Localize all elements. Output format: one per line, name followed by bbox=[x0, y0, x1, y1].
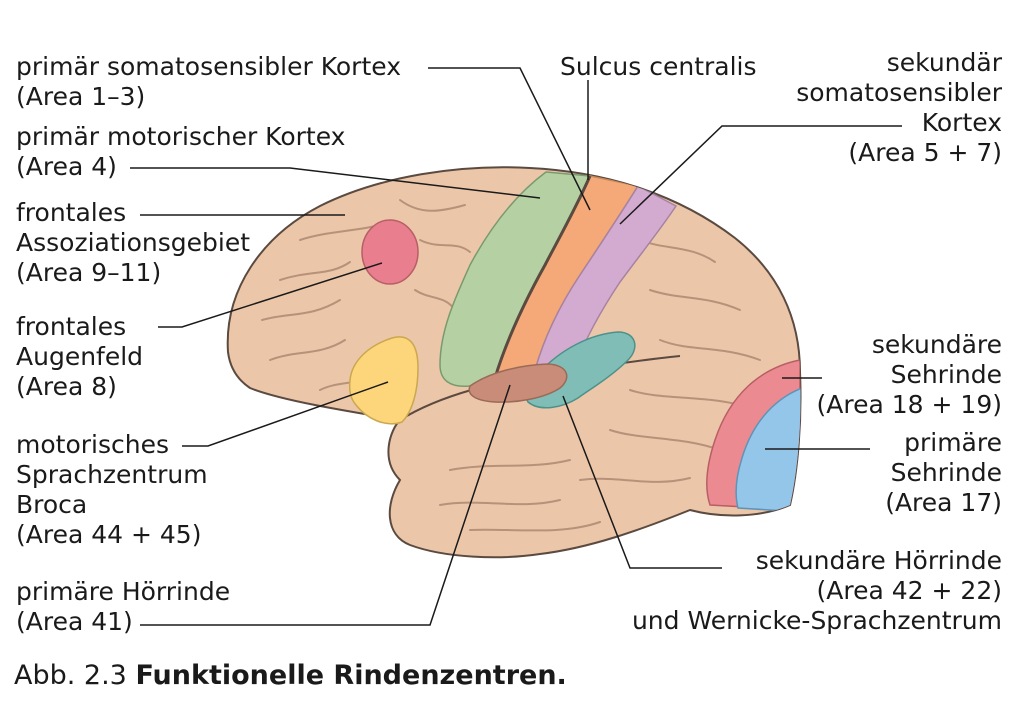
central-sulcus-line bbox=[493, 175, 592, 379]
primary-visual-area bbox=[735, 386, 801, 513]
caption-number: Abb. 2.3 bbox=[14, 660, 127, 691]
label-frontal-eye-field: frontales Augenfeld (Area 8) bbox=[16, 312, 144, 401]
label-frontal-association-area: frontales Assoziationsgebiet (Area 9–11) bbox=[16, 198, 250, 287]
caption-text: Funktionelle Rindenzentren. bbox=[135, 660, 567, 691]
primary-auditory-area bbox=[468, 363, 568, 403]
label-secondary-somatosensory-cortex: sekundär somatosensibler Kortex (Area 5 … bbox=[796, 48, 1002, 167]
broca-area bbox=[348, 336, 419, 425]
label-primary-auditory-cortex: primäre Hörrinde (Area 41) bbox=[16, 577, 231, 636]
label-primary-motor-cortex: primär motorischer Kortex (Area 4) bbox=[16, 122, 346, 181]
label-secondary-visual-cortex: sekundäre Sehrinde (Area 18 + 19) bbox=[816, 330, 1002, 419]
label-central-sulcus: Sulcus centralis bbox=[560, 52, 757, 81]
frontal-association-area bbox=[361, 219, 419, 285]
label-primary-visual-cortex: primäre Sehrinde (Area 17) bbox=[885, 428, 1002, 517]
leader-lines bbox=[130, 67, 902, 626]
label-secondary-auditory-wernicke: sekundäre Hörrinde (Area 42 + 22) und We… bbox=[631, 546, 1002, 635]
label-primary-somatosensory-cortex: primär somatosensibler Kortex (Area 1–3) bbox=[16, 52, 401, 111]
label-broca-area: motorisches Sprachzentrum Broca (Area 44… bbox=[16, 430, 208, 549]
figure-caption: Abb. 2.3 Funktionelle Rindenzentren. bbox=[14, 660, 567, 692]
